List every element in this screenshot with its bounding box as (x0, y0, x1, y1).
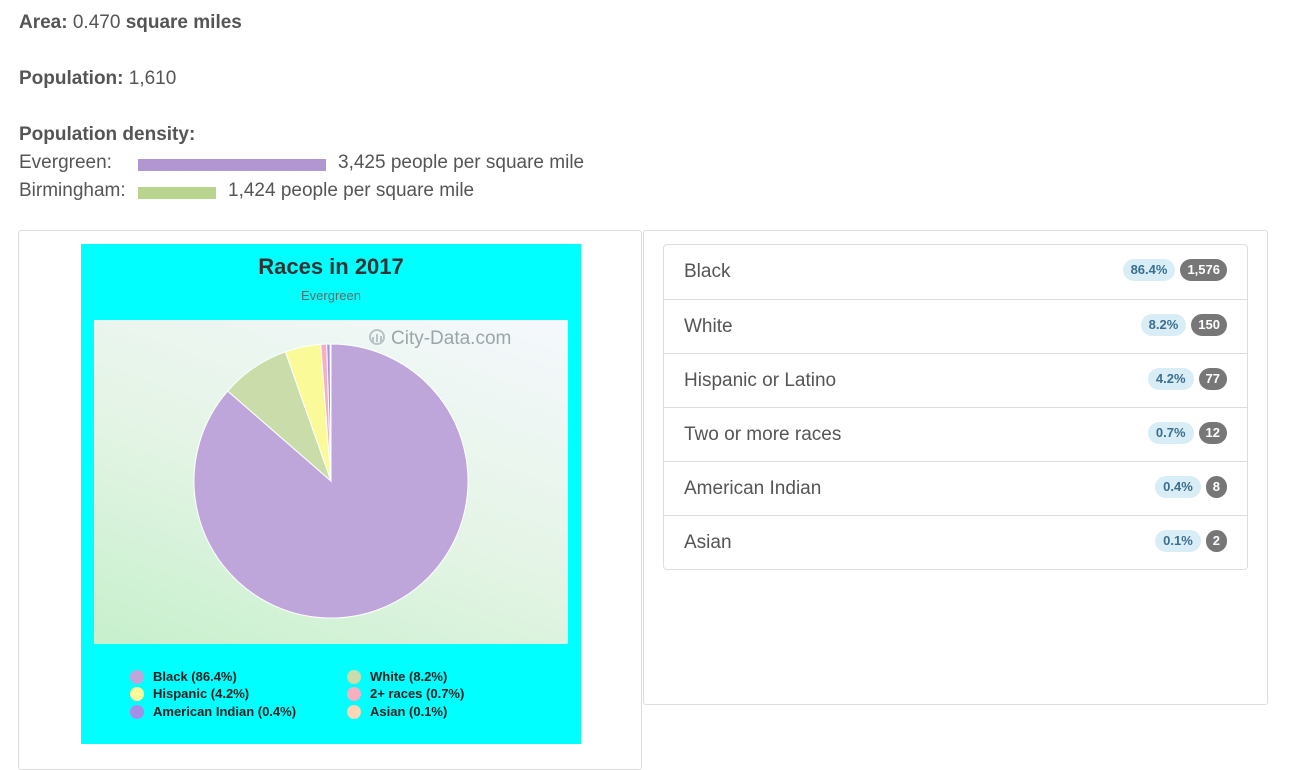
race-list: Black 86.4% 1,576 White 8.2% 150 Hispanic or L… (663, 244, 1248, 570)
legend-label: Black (86.4%) (153, 669, 237, 684)
legend-label: Hispanic (4.2%) (153, 686, 250, 701)
pie-slice-asian (329, 343, 332, 482)
race-count-badge: 150 (1191, 314, 1227, 336)
race-name: Asian (684, 532, 732, 553)
legend-swatch (130, 687, 144, 701)
chart-legend: Black (86.4%) White (8.2%) Hispanic (4.2%)… (81, 668, 581, 728)
race-percent-badge: 0.4% (1155, 476, 1201, 498)
race-name: White (684, 316, 733, 337)
legend-swatch (347, 705, 361, 719)
density-value: 1,424 people per square mile (228, 180, 475, 201)
legend-label: White (8.2%) (370, 669, 448, 684)
pie-chart (193, 343, 469, 619)
population-value: 1,610 (128, 68, 177, 89)
legend-swatch (130, 670, 144, 684)
race-list-item: Asian 0.1% 2 (664, 515, 1247, 569)
population-label: Population: (19, 68, 124, 89)
race-count-badge: 77 (1198, 368, 1227, 390)
race-name: American Indian (684, 478, 822, 499)
magnifier-logo-icon (369, 329, 385, 345)
race-count-badge: 1,576 (1180, 259, 1227, 281)
area-unit: square miles (125, 12, 242, 33)
race-list-item: Black 86.4% 1,576 (664, 245, 1247, 299)
legend-label: 2+ races (0.7%) (370, 686, 465, 701)
legend-swatch (347, 670, 361, 684)
race-percent-badge: 8.2% (1140, 314, 1187, 336)
area-label: Area: (19, 12, 68, 33)
population-stat: Population: 1,610 (19, 68, 176, 90)
race-list-item: Two or more races 0.7% 12 (664, 407, 1247, 461)
chart-title: Races in 2017 (258, 254, 404, 279)
race-name: Black (684, 261, 731, 282)
pie-slice-black (193, 343, 469, 619)
race-list-item: Hispanic or Latino 4.2% 77 (664, 353, 1247, 407)
legend-label: American Indian (0.4%) (153, 704, 297, 719)
race-name: Two or more races (684, 424, 842, 445)
race-count-badge: 12 (1198, 422, 1227, 444)
races-chart: Races in 2017 Evergreen City-Data.com Bl… (81, 244, 581, 744)
race-badges: 0.1% 2 (1155, 530, 1227, 552)
area-stat: Area: 0.470 square miles (19, 12, 242, 34)
density-row-birmingham: Birmingham: 1,424 people per square mile (19, 180, 719, 202)
chart-subtitle: Evergreen (301, 288, 361, 303)
race-percent-badge: 86.4% (1122, 259, 1176, 281)
race-count-badge: 8 (1205, 476, 1227, 498)
density-value: 3,425 people per square mile (338, 152, 585, 173)
race-list-item: American Indian 0.4% 8 (664, 461, 1247, 515)
city-data-watermark: City-Data.com (366, 328, 511, 350)
race-badges: 0.7% 12 (1147, 422, 1227, 444)
race-list-panel (643, 230, 1268, 705)
area-value: 0.470 (72, 12, 121, 33)
race-list-item: White 8.2% 150 (664, 299, 1247, 353)
density-bar (138, 159, 326, 171)
race-badges: 8.2% 150 (1140, 314, 1227, 336)
density-city-name: Birmingham: (19, 180, 126, 201)
race-percent-badge: 4.2% (1147, 368, 1194, 390)
race-percent-badge: 0.7% (1147, 422, 1194, 444)
race-name: Hispanic or Latino (684, 370, 837, 391)
watermark-text: City-Data.com (391, 328, 512, 349)
density-bar (138, 187, 216, 199)
race-percent-badge: 0.1% (1155, 530, 1201, 552)
race-badges: 86.4% 1,576 (1122, 259, 1227, 281)
legend-swatch (130, 705, 144, 719)
density-heading: Population density: (19, 124, 196, 145)
density-row-evergreen: Evergreen: 3,425 people per square mile (19, 152, 719, 174)
density-city-name: Evergreen: (19, 152, 112, 173)
legend-label: Asian (0.1%) (370, 704, 448, 719)
legend-swatch (347, 687, 361, 701)
race-badges: 0.4% 8 (1155, 476, 1227, 498)
race-badges: 4.2% 77 (1147, 368, 1227, 390)
race-count-badge: 2 (1205, 530, 1227, 552)
